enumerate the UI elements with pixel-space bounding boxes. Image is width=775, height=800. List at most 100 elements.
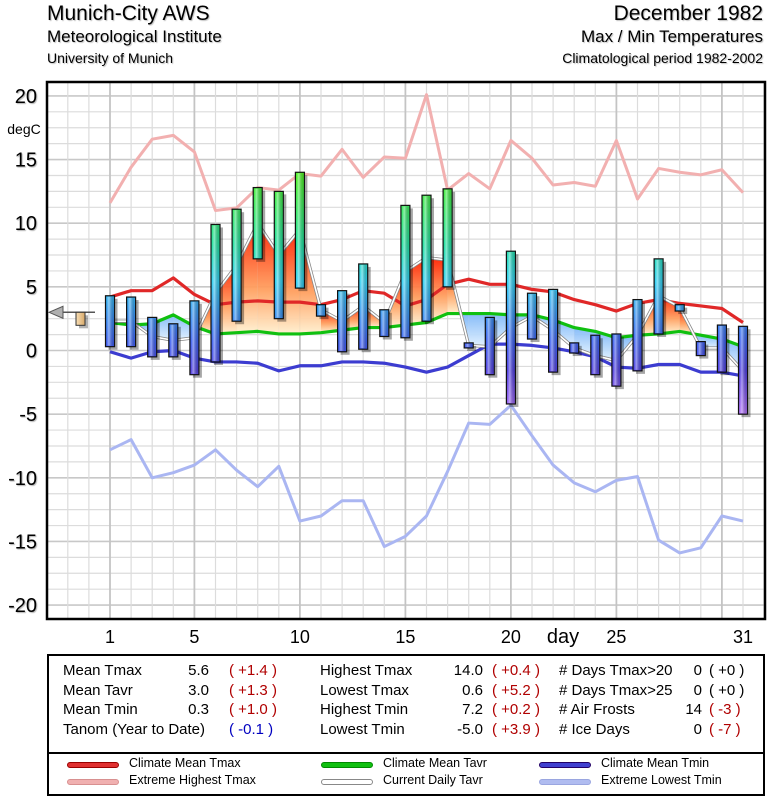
- bar-highlight: [275, 192, 283, 318]
- day-bar-22: [547, 288, 561, 376]
- bar-highlight: [507, 252, 515, 403]
- y-tick-label: 0: [26, 341, 37, 363]
- cool-anomaly-fill: [595, 331, 617, 361]
- bar-highlight: [697, 342, 705, 355]
- bar-highlight: [338, 291, 346, 351]
- bar-highlight: [296, 173, 304, 288]
- stat-value: 0: [693, 681, 702, 699]
- y-tick-label: -20: [8, 595, 37, 617]
- day-bar-17: [442, 188, 456, 290]
- x-tick-label: 25: [606, 627, 626, 647]
- legend-swatch: [539, 779, 591, 785]
- ytd-anomaly-bar: [75, 311, 86, 326]
- stat-label: # Days Tmax>20: [559, 662, 673, 679]
- day-bar-25: [611, 333, 624, 390]
- y-axis-label: degC: [7, 121, 40, 137]
- plot-frame: [45, 80, 767, 621]
- x-tick-label: 20: [501, 627, 521, 647]
- bar-highlight: [127, 298, 135, 346]
- ytd-arrow-icon: [47, 305, 64, 320]
- day-bar-4: [168, 323, 181, 360]
- bar-highlight: [655, 259, 663, 333]
- stat-value: 0: [693, 720, 702, 738]
- stat-anomaly: ( +0 ): [709, 662, 745, 679]
- bar-highlight: [739, 327, 747, 414]
- legend-label: Extreme Lowest Tmin: [601, 773, 722, 787]
- day-bar-20: [505, 250, 519, 407]
- bar-highlight: [634, 300, 641, 370]
- extreme-highest-tmax-line: [108, 93, 745, 212]
- cool-anomaly-fill: [489, 313, 511, 347]
- chart-subtitle: Max / Min Temperatures: [580, 27, 763, 46]
- y-axis-ticks: 20 15 10 5 0 -5 -10 -15 -20: [8, 86, 37, 617]
- stat-anomaly: ( +0 ): [709, 681, 745, 699]
- bar-highlight: [317, 305, 325, 316]
- y-tick-label: -5: [19, 404, 37, 426]
- legend-swatch: [321, 779, 373, 785]
- bar-highlight: [190, 301, 198, 374]
- stat-anomaly: ( +0.4 ): [492, 662, 540, 679]
- legend-label: Current Daily Tavr: [383, 773, 483, 787]
- stat-label: # Ice Days: [559, 720, 630, 738]
- day-bar-1: [104, 295, 118, 350]
- bar-highlight: [148, 318, 156, 356]
- y-tick-label: 10: [15, 213, 37, 235]
- stat-label: Highest Tmax: [320, 662, 413, 679]
- y-tick-label: 15: [15, 150, 37, 172]
- day-bar-5: [189, 300, 202, 378]
- warm-anomaly-fill: [236, 223, 258, 333]
- bar-highlight: [570, 343, 578, 353]
- stat-label: Tanom (Year to Date): [63, 720, 206, 738]
- stat-value: 0: [693, 662, 702, 679]
- stat-anomaly: ( +1.0 ): [229, 701, 277, 718]
- day-bar-24: [590, 334, 603, 378]
- y-tick-label: -10: [8, 468, 37, 490]
- day-bar-27: [653, 258, 667, 337]
- day-bar-29: [695, 340, 709, 359]
- legend-label: Climate Mean Tavr: [383, 756, 487, 770]
- legend-label: Climate Mean Tmin: [601, 756, 710, 770]
- stat-anomaly: ( -3 ): [709, 701, 741, 718]
- bar-highlight: [233, 210, 241, 321]
- warm-anomaly-fill: [257, 223, 279, 334]
- day-bar-18: [463, 342, 477, 351]
- day-bar-21: [526, 292, 540, 343]
- bar-highlight: [401, 206, 409, 337]
- stat-value: 0.6: [462, 681, 483, 699]
- bar-highlight: [612, 334, 620, 386]
- bar-highlight: [169, 324, 177, 356]
- bar-highlight: [528, 294, 536, 339]
- stat-value: 5.6: [188, 662, 209, 679]
- bar-highlight: [676, 305, 684, 311]
- day-bar-9: [273, 190, 287, 322]
- extreme-lowest-tmin-line: [109, 403, 744, 555]
- legend-swatch: [321, 762, 373, 768]
- stat-label: Mean Tmin: [63, 701, 138, 718]
- day-bar-2: [125, 296, 139, 350]
- warm-anomaly-fill: [342, 305, 364, 331]
- cool-anomaly-fill: [173, 314, 195, 341]
- x-axis-label: day: [547, 626, 579, 648]
- stat-label: Mean Tavr: [63, 681, 133, 699]
- day-bar-26: [632, 298, 645, 374]
- x-tick-label: 5: [189, 627, 199, 647]
- stat-label: # Days Tmax>25: [559, 681, 673, 699]
- bar-highlight: [359, 264, 367, 349]
- stat-anomaly: ( -0.1 ): [229, 720, 274, 738]
- legend-swatch: [67, 779, 119, 785]
- bar-highlight: [212, 225, 219, 361]
- day-bar-14: [379, 309, 392, 340]
- day-bar-30: [716, 324, 730, 376]
- stat-anomaly: ( +3.9 ): [492, 720, 540, 738]
- bar-highlight: [549, 290, 557, 372]
- day-bar-12: [337, 290, 350, 355]
- year-to-date-marker: [47, 305, 95, 329]
- stat-label: # Air Frosts: [559, 701, 635, 718]
- x-tick-label: 10: [290, 627, 310, 647]
- warm-anomaly-fill: [278, 229, 300, 334]
- legend-swatch: [67, 762, 119, 768]
- day-bar-6: [210, 223, 223, 365]
- stat-label: Lowest Tmax: [320, 681, 409, 699]
- month-title: December 1982: [613, 2, 763, 25]
- bar-highlight: [591, 336, 599, 374]
